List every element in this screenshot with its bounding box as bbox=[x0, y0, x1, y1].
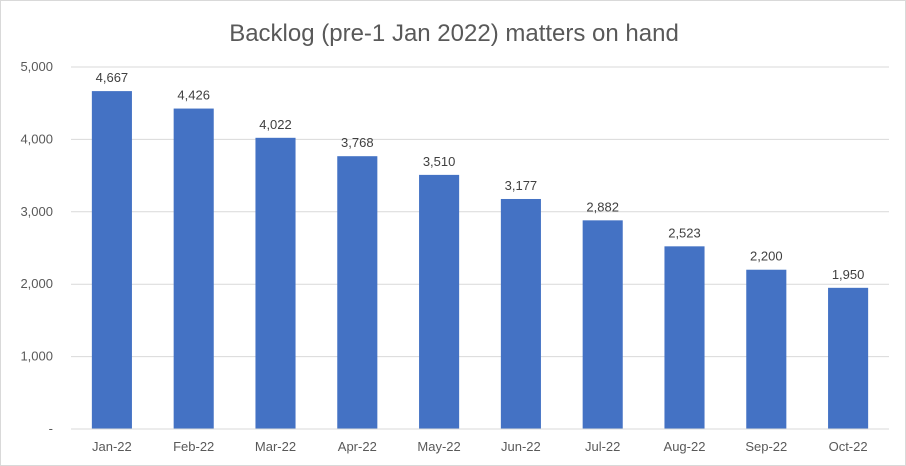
bar bbox=[337, 156, 378, 430]
x-category-label: Jun-22 bbox=[501, 439, 541, 454]
data-label: 1,950 bbox=[832, 267, 865, 282]
data-label: 2,882 bbox=[586, 199, 619, 214]
y-tick-label: 5,000 bbox=[20, 59, 53, 74]
bar bbox=[500, 198, 541, 429]
bar bbox=[664, 246, 705, 429]
bar bbox=[255, 137, 296, 430]
chart-title: Backlog (pre-1 Jan 2022) matters on hand bbox=[229, 20, 679, 47]
data-label: 4,022 bbox=[259, 117, 292, 132]
data-label: 4,426 bbox=[177, 88, 210, 103]
x-category-label: Apr-22 bbox=[338, 439, 377, 454]
bar bbox=[173, 108, 214, 429]
x-category-label: Aug-22 bbox=[664, 439, 706, 454]
y-tick-label: 4,000 bbox=[20, 131, 53, 146]
data-label: 2,200 bbox=[750, 249, 783, 264]
y-tick-label: - bbox=[49, 421, 53, 436]
x-axis-category-labels: Jan-22 Feb-22 Mar-22 Apr-22 May-22 Jun-22 Jul-… bbox=[92, 439, 868, 454]
data-label: 3,768 bbox=[341, 135, 374, 150]
y-tick-label: 3,000 bbox=[20, 204, 53, 219]
bar bbox=[582, 220, 623, 429]
bar bbox=[419, 174, 460, 429]
data-label: 2,523 bbox=[668, 225, 701, 240]
bars bbox=[91, 91, 869, 430]
x-category-label: Jul-22 bbox=[585, 439, 620, 454]
x-category-label: Oct-22 bbox=[829, 439, 868, 454]
y-tick-label: 2,000 bbox=[20, 276, 53, 291]
data-label: 3,177 bbox=[505, 178, 538, 193]
x-category-label: Jan-22 bbox=[92, 439, 132, 454]
data-label: 4,667 bbox=[96, 70, 129, 85]
x-category-label: May-22 bbox=[417, 439, 460, 454]
bar bbox=[91, 91, 132, 430]
data-label: 3,510 bbox=[423, 154, 456, 169]
y-tick-label: 1,000 bbox=[20, 349, 53, 364]
data-labels: 4,667 4,426 4,022 3,768 3,510 3,177 2,882 2,523… bbox=[96, 70, 865, 282]
y-axis-tick-labels: - 1,000 2,000 3,000 4,000 5,000 bbox=[20, 59, 53, 436]
bar bbox=[828, 287, 869, 429]
x-category-label: Feb-22 bbox=[173, 439, 214, 454]
bar bbox=[746, 269, 787, 429]
x-category-label: Mar-22 bbox=[255, 439, 296, 454]
x-category-label: Sep-22 bbox=[745, 439, 787, 454]
